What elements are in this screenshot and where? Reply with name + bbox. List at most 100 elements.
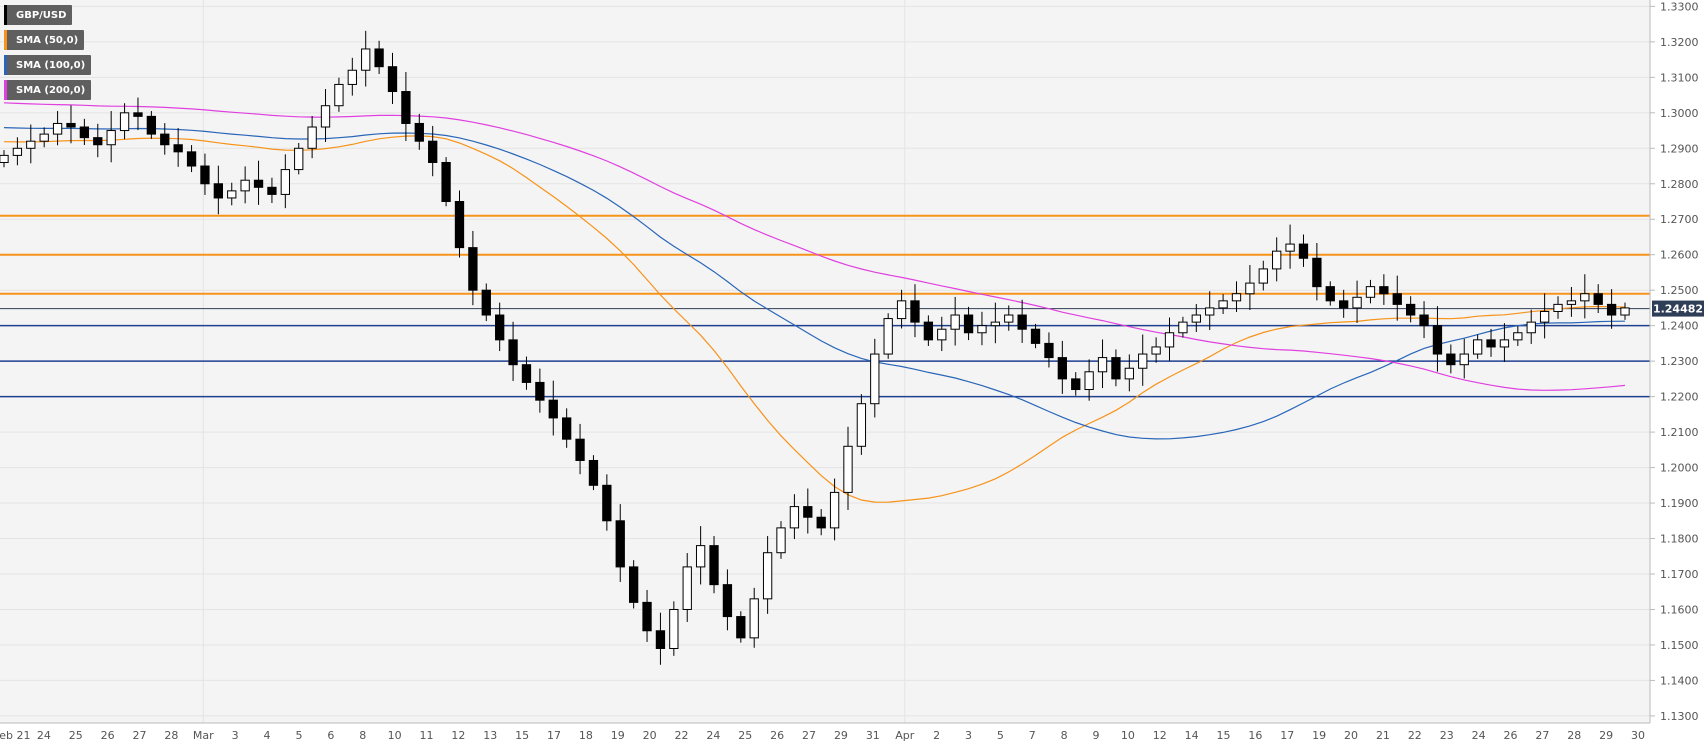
candle-body [1472,339,1483,355]
legend-swatch-icon [4,80,7,100]
x-tick-label: 12 [451,729,465,742]
candle [1272,237,1282,282]
candle [1084,359,1094,401]
candle-body [200,165,210,185]
candle-body [1178,321,1188,334]
candle [1379,274,1389,305]
candle-body [1566,300,1577,305]
candle-body [535,381,545,401]
y-tick-label: 1.2900 [1660,142,1699,155]
candle [52,111,63,146]
x-tick-label: 20 [643,729,657,742]
candle [749,587,759,648]
x-tick-label: Mar [193,729,214,742]
candle [1124,354,1134,392]
candle-body [320,105,331,128]
candle-body [173,144,183,153]
candle-body [1499,339,1510,348]
candle-body [133,112,143,117]
candle-body [856,403,867,447]
candle [334,77,344,112]
candle [1566,287,1577,317]
candle-body [1030,328,1041,344]
candle [1044,332,1054,368]
candle-body [481,289,491,316]
candle-body [347,69,357,85]
candle-body [709,545,719,586]
candle-layer [0,30,1630,665]
x-tick-label: 26 [101,729,115,742]
candle-body [79,126,90,139]
x-tick-label: Feb 21 [0,729,30,742]
candle-body [401,91,411,124]
candle [361,30,371,87]
candle [789,494,800,540]
candle [1325,281,1335,306]
candle [1553,296,1563,319]
candle [1097,339,1108,389]
candle [709,536,719,594]
candle-body [1606,303,1617,316]
candle-body [1580,293,1590,302]
x-tick-label: 29 [1599,729,1613,742]
candle [950,296,960,346]
candle [588,455,599,491]
x-tick-label: 20 [1344,729,1358,742]
candle [937,316,947,352]
legend-item-sma200[interactable]: SMA (200,0) [4,80,92,100]
x-tick-label: 10 [1121,729,1135,742]
candle-body [588,459,599,486]
candle-body [816,516,826,529]
candle [843,426,853,510]
x-tick-label: 25 [69,729,83,742]
candle-body [1352,296,1362,309]
candle-body [1017,314,1027,330]
x-tick-label: 17 [1280,729,1294,742]
candle-body [253,179,264,188]
x-tick-label: 31 [866,729,880,742]
x-tick-label: 26 [770,729,784,742]
candle-body [722,584,733,618]
x-tick-label: 24 [37,729,51,742]
y-tick-label: 1.3200 [1660,36,1699,49]
candle-body [1298,243,1309,259]
candle-body [669,608,679,650]
legend-item-sma100[interactable]: SMA (100,0) [4,55,92,75]
candle [602,474,612,531]
candle [1258,260,1268,291]
legend-item-gbpusd[interactable]: GBP/USD [4,5,73,25]
y-tick-label: 1.2700 [1660,213,1699,226]
x-tick-label: 21 [1376,729,1390,742]
candle [12,137,23,166]
candle [1218,294,1228,314]
x-tick-label: 28 [1567,729,1581,742]
x-tick-label: 3 [965,729,972,742]
x-axis-layer: Feb 212425262728Mar345681011121315171819… [0,729,1645,742]
candle-body [106,130,116,146]
candle [1405,296,1416,323]
x-tick-label: 19 [1312,729,1326,742]
legend-swatch-icon [4,30,7,50]
x-tick-label: 11 [419,729,433,742]
candle [829,478,840,541]
candle [1499,323,1510,362]
candle [133,97,143,131]
candle [1446,344,1456,374]
candle-body [414,122,424,142]
x-tick-label: 15 [515,729,529,742]
legend-item-sma50[interactable]: SMA (50,0) [4,30,85,50]
candle-body [963,314,974,334]
candle [1526,309,1536,344]
candle [173,128,183,167]
y-axis-layer: 1.3300 1.3200 1.3100 1.3000 1.2900 1.2800 1.27… [1650,0,1699,723]
legend-label: SMA (100,0) [16,59,86,71]
x-tick-label: 24 [706,729,720,742]
candle-body [1205,307,1215,316]
x-tick-label: 15 [1217,729,1231,742]
candle [682,553,692,622]
candle-body [910,300,920,323]
x-tick-label: 23 [1440,729,1454,742]
candle-body [1138,353,1148,369]
candle-body [93,137,103,146]
